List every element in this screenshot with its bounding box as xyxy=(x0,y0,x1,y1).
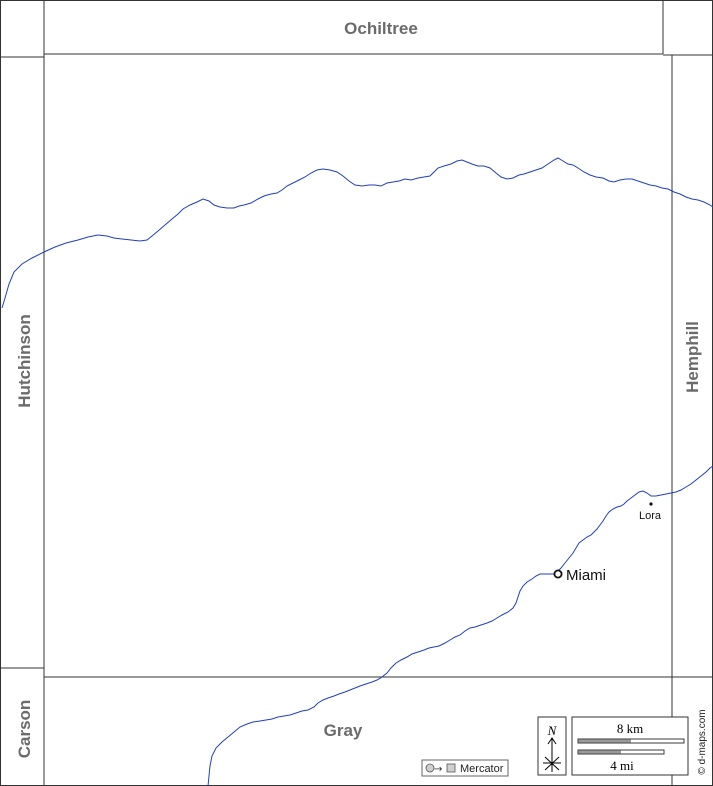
scale-km-label: 8 km xyxy=(617,721,643,736)
north-arrow-label: N xyxy=(547,723,558,738)
projection-box: → Mercator xyxy=(421,759,509,777)
county-seat-marker xyxy=(553,569,563,579)
projection-label: Mercator xyxy=(460,763,504,775)
north-arrow: N xyxy=(537,716,567,776)
county-label-southwest: Carson xyxy=(15,700,34,759)
scale-bar: 8 km 4 mi xyxy=(571,716,689,776)
county-seat-label: Miami xyxy=(566,567,606,584)
county-label-east: Hemphill xyxy=(683,321,702,393)
county-label-south: Gray xyxy=(324,721,363,740)
northern-river xyxy=(1,157,713,309)
county-label-north: Ochiltree xyxy=(344,19,418,38)
county-label-west: Hutchinson xyxy=(15,314,34,408)
town-label: Lora xyxy=(639,510,662,522)
scale-mi-label: 4 mi xyxy=(610,758,634,773)
flat-map-icon xyxy=(446,763,456,773)
southern-river xyxy=(207,465,713,786)
globe-icon xyxy=(425,763,435,773)
credit-label: © d-maps.com xyxy=(697,709,708,774)
arrow-right-icon: → xyxy=(434,764,442,775)
town-marker xyxy=(649,502,653,506)
